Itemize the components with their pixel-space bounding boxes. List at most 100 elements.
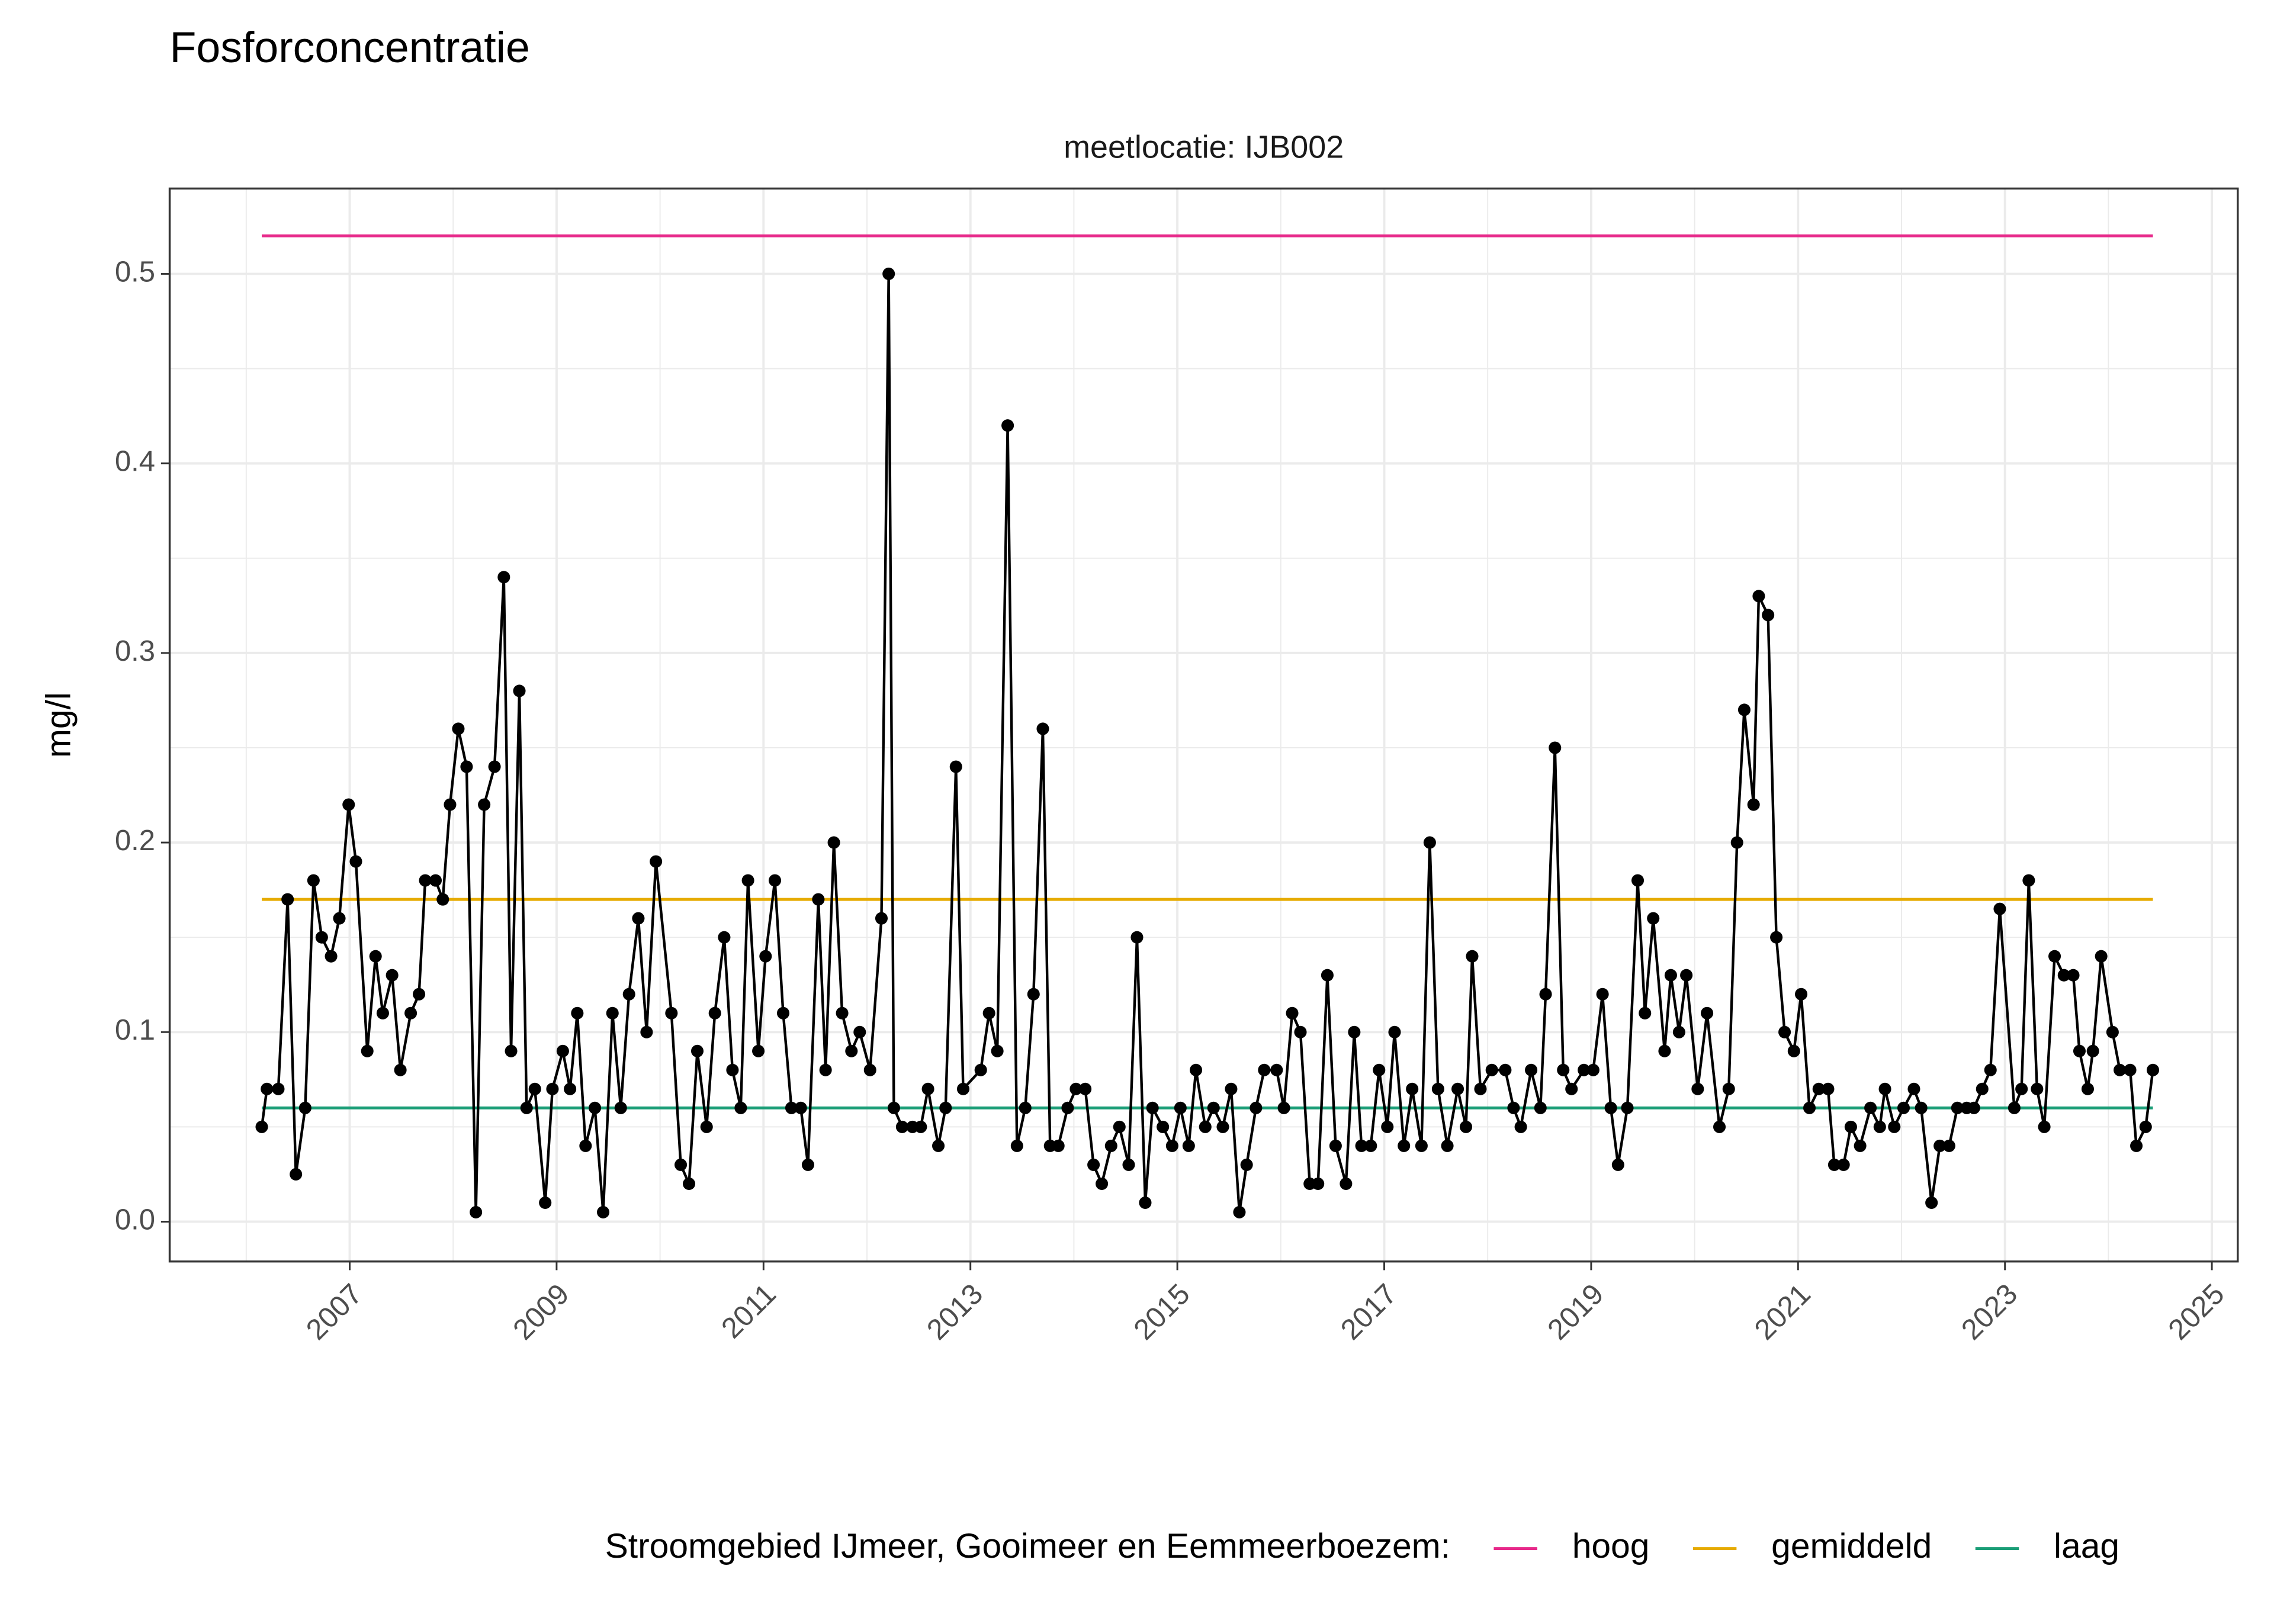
data-point [596, 1205, 610, 1218]
data-point [1451, 1082, 1464, 1095]
data-point [708, 1006, 721, 1020]
data-point [1770, 931, 1783, 944]
data-point [1329, 1139, 1342, 1152]
data-point [2146, 1063, 2160, 1076]
data-point [290, 1168, 303, 1181]
data-point [539, 1196, 552, 1209]
data-point [579, 1139, 592, 1152]
data-point [2086, 1044, 2099, 1057]
data-point [1803, 1101, 1816, 1114]
data-point [845, 1044, 858, 1057]
data-point [1415, 1139, 1428, 1152]
data-point [2057, 969, 2070, 982]
data-point [369, 950, 382, 963]
data-point [1827, 1158, 1841, 1171]
data-point [1381, 1120, 1394, 1133]
data-point [785, 1101, 798, 1114]
data-point [2067, 969, 2080, 982]
data-point [759, 950, 772, 963]
data-point [2008, 1101, 2021, 1114]
data-point [1233, 1205, 1246, 1218]
y-tick-label: 0.2 [115, 825, 155, 857]
data-point [1701, 1006, 1714, 1020]
data-point [1647, 912, 1660, 925]
data-point [307, 874, 320, 887]
data-point [734, 1101, 747, 1114]
data-point [1250, 1101, 1263, 1114]
data-point [1611, 1158, 1624, 1171]
data-point [460, 760, 473, 773]
data-point [1713, 1120, 1726, 1133]
data-point [520, 1101, 533, 1114]
data-point [2022, 874, 2035, 887]
data-point [2031, 1082, 2044, 1095]
data-point [1079, 1082, 1092, 1095]
data-point [1747, 798, 1760, 811]
data-point [325, 950, 338, 963]
data-point [1165, 1139, 1178, 1152]
data-point [1061, 1101, 1074, 1114]
data-point [2106, 1025, 2119, 1038]
data-point [2095, 950, 2108, 963]
data-point [606, 1006, 619, 1020]
data-point [1258, 1063, 1271, 1076]
data-point [1286, 1006, 1299, 1020]
data-point [1549, 741, 1562, 754]
data-point [452, 722, 465, 735]
data-point [1355, 1139, 1368, 1152]
data-point [1027, 988, 1040, 1001]
data-point [1596, 988, 1609, 1001]
data-point [1113, 1120, 1126, 1133]
data-point [1539, 988, 1552, 1001]
data-point [546, 1082, 559, 1095]
data-point [1157, 1120, 1170, 1133]
data-point [255, 1120, 268, 1133]
data-point [895, 1120, 908, 1133]
data-point [932, 1139, 945, 1152]
data-point [2139, 1120, 2152, 1133]
y-tick-label: 0.0 [115, 1204, 155, 1236]
data-point [429, 874, 442, 887]
data-point [1514, 1120, 1527, 1133]
data-point [1122, 1158, 1135, 1171]
data-point [333, 912, 346, 925]
data-point [1854, 1139, 1867, 1152]
data-point [404, 1006, 417, 1020]
data-point [2114, 1063, 2127, 1076]
data-point [1888, 1120, 1901, 1133]
legend-label: hoog [1572, 1527, 1650, 1565]
data-point [413, 988, 426, 1001]
data-point [1373, 1063, 1386, 1076]
data-point [801, 1158, 814, 1171]
data-point [1672, 1025, 1685, 1038]
data-point [1730, 836, 1743, 849]
data-point [1864, 1101, 1877, 1114]
data-point [1822, 1082, 1835, 1095]
data-point [564, 1082, 577, 1095]
data-point [589, 1101, 602, 1114]
data-point [1104, 1139, 1117, 1152]
data-point [2081, 1082, 2094, 1095]
data-point [819, 1063, 832, 1076]
data-point [1182, 1139, 1195, 1152]
data-point [1658, 1044, 1671, 1057]
data-point [622, 988, 635, 1001]
legend: Stroomgebied IJmeer, Gooimeer en Eemmeer… [605, 1527, 2120, 1565]
data-point [675, 1158, 688, 1171]
data-point [1976, 1082, 1989, 1095]
data-point [1431, 1082, 1444, 1095]
data-point [914, 1120, 927, 1133]
data-point [556, 1044, 569, 1057]
data-point [1499, 1063, 1512, 1076]
data-point [386, 969, 399, 982]
data-point [949, 760, 962, 773]
data-point [718, 931, 731, 944]
data-point [752, 1044, 765, 1057]
data-point [1925, 1196, 1938, 1209]
data-point [2038, 1120, 2051, 1133]
data-point [1240, 1158, 1253, 1171]
data-point [505, 1044, 518, 1057]
data-point [827, 836, 840, 849]
data-point [726, 1063, 739, 1076]
